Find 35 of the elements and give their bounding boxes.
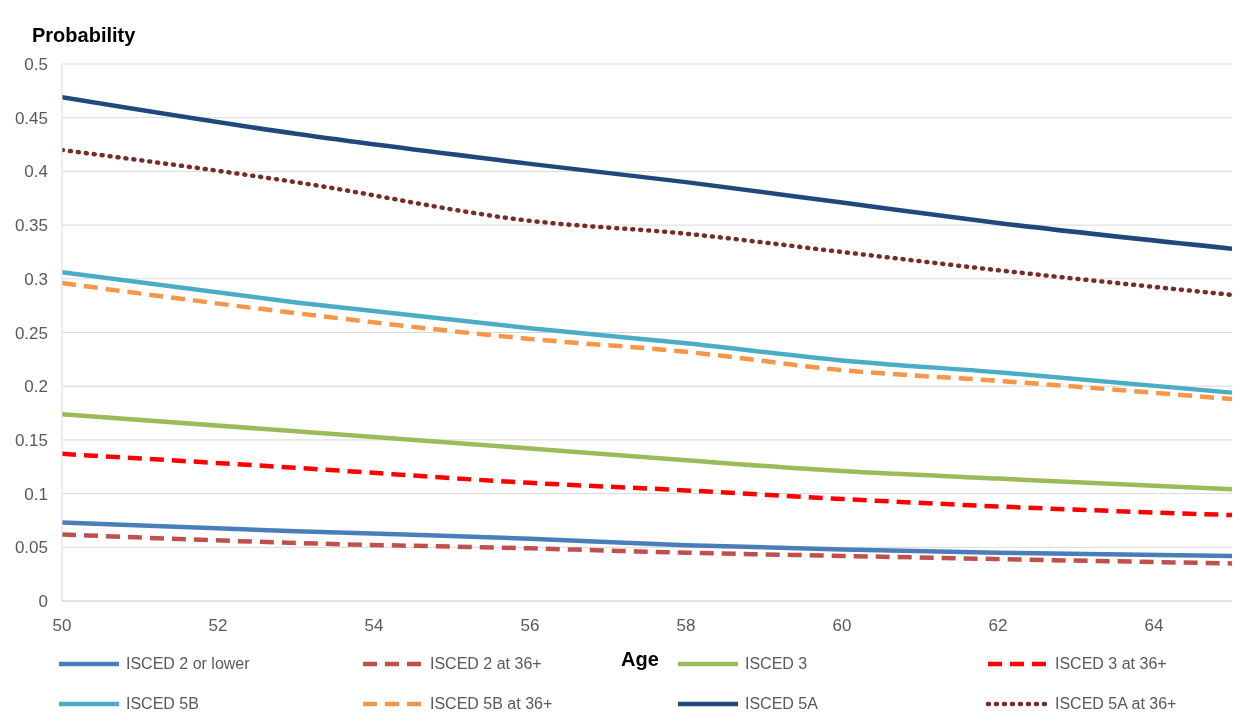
- x-tick-label: 58: [676, 616, 696, 636]
- x-tick-label: 52: [208, 616, 228, 636]
- legend-label: ISCED 5B at 36+: [430, 695, 553, 713]
- line-series: [62, 451, 1232, 518]
- legend-label: ISCED 3 at 36+: [1055, 655, 1167, 673]
- line-series: [62, 532, 1232, 566]
- y-tick-label: 0.45: [14, 108, 48, 128]
- x-tick-label: 54: [364, 616, 384, 636]
- line-series: [62, 411, 1232, 492]
- y-tick-label: 0.25: [14, 323, 48, 343]
- y-axis-title: Probability: [32, 24, 136, 47]
- x-tick-label: 56: [520, 616, 540, 636]
- x-axis-title: Age: [621, 648, 659, 671]
- x-tick-label: 60: [832, 616, 852, 636]
- line-series: [62, 147, 1232, 298]
- x-tick-label: 64: [1144, 616, 1164, 636]
- y-tick-label: 0: [38, 592, 48, 612]
- line-series: [62, 520, 1232, 559]
- y-tick-label: 0.3: [24, 269, 48, 289]
- legend-label: ISCED 5A at 36+: [1055, 695, 1177, 713]
- legend-label: ISCED 5B: [126, 695, 199, 713]
- y-tick-label: 0.2: [24, 377, 48, 397]
- y-tick-label: 0.05: [14, 538, 48, 558]
- legend-label: ISCED 2 at 36+: [430, 655, 542, 673]
- x-tick-label: 62: [988, 616, 1008, 636]
- x-tick-label: 50: [52, 616, 72, 636]
- y-tick-label: 0.4: [24, 162, 48, 182]
- y-tick-label: 0.1: [24, 484, 48, 504]
- line-series: [62, 95, 1232, 251]
- y-tick-label: 0.35: [14, 216, 48, 236]
- legend-label: ISCED 3: [745, 655, 808, 673]
- legend-label: ISCED 2 or lower: [126, 655, 250, 673]
- legend-label: ISCED 5A: [745, 695, 818, 713]
- y-tick-label: 0.5: [24, 55, 48, 75]
- y-tick-label: 0.15: [14, 430, 48, 450]
